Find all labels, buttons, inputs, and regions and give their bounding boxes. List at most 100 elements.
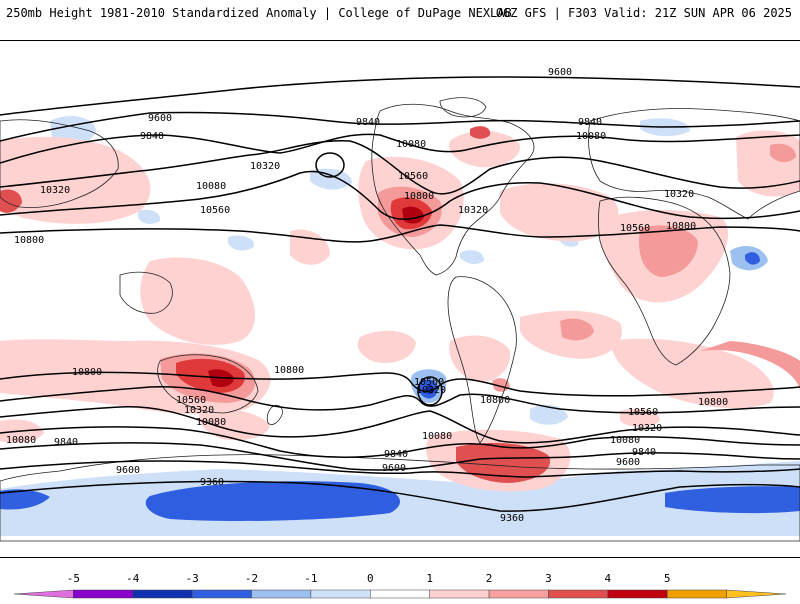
label-10080-south-east: 10080: [610, 435, 640, 446]
central-pacific-negative: [228, 235, 255, 251]
drake-passage-positive-mid: [456, 442, 551, 483]
south-america-positive: [449, 335, 511, 382]
southeast-negative: [665, 486, 800, 514]
contour-10320-south: [0, 406, 800, 444]
label-9840-south-east: 9840: [632, 447, 656, 458]
label-10560-south-east: 10560: [628, 407, 658, 418]
label-10320-west: 10320: [40, 185, 70, 196]
caribbean-negative: [460, 250, 485, 264]
map-panel: 9600 9600 9840 9840 9840 10080 10080 100…: [0, 40, 800, 558]
label-10800-south-east: 10800: [698, 397, 728, 408]
south-pacific-positive: [357, 330, 416, 363]
label-10320-us: 10320: [458, 205, 488, 216]
central-pacific-positive: [290, 229, 330, 265]
label-9600-south-middle: 9600: [382, 463, 406, 474]
indian-ocean-positive-mid: [700, 341, 800, 391]
label-10560-africa: 10560: [620, 223, 650, 234]
colorbar-segment: [191, 589, 252, 599]
label-10080-south-australia: 10080: [196, 417, 226, 428]
colorbar: -5 -4 -3 -2 -1 0 1 2 3 4 5: [0, 568, 800, 600]
label-9840-south-west: 9840: [54, 437, 78, 448]
label-10800-us: 10800: [404, 191, 434, 202]
colorbar-segment: [310, 589, 371, 599]
label-9600-north: 9600: [548, 67, 572, 78]
east-africa-negative-core: [745, 252, 760, 265]
contour-9360-south: [0, 480, 800, 512]
anomaly-map: 9600 9600 9840 9840 9840 10080 10080 100…: [0, 67, 800, 542]
label-9360-south-west: 9360: [200, 477, 224, 488]
australia-coastline: [157, 354, 259, 414]
colorbar-segment: [73, 589, 134, 599]
west-edge-positive: [0, 189, 22, 213]
colorbar-segment: [370, 589, 430, 599]
contour-labels: 9600 9600 9840 9840 9840 10080 10080 100…: [6, 67, 728, 524]
contour-9600-south: [0, 460, 800, 478]
label-10080-europe: 10080: [576, 131, 606, 142]
contour-10560-north: [0, 170, 800, 220]
height-contours: [0, 76, 800, 512]
label-10080-canada: 10080: [396, 139, 426, 150]
colorbar-segment: [13, 589, 74, 599]
west-pacific-negative: [138, 209, 161, 224]
contour-9840-south: [0, 442, 800, 471]
label-10320-south-pacific: 10320: [416, 385, 446, 396]
colorbar-tick-label: 0: [366, 572, 374, 585]
contour-9840-north: [0, 111, 800, 142]
colorbar-segment: [666, 589, 727, 599]
africa-coastline: [598, 196, 731, 366]
colorbar-tick-label: -3: [185, 572, 199, 585]
label-10080-pacific: 10080: [196, 181, 226, 192]
label-9840-pacific: 9840: [356, 117, 380, 128]
hudson-bay-positive: [449, 130, 521, 168]
label-10560-us: 10560: [398, 171, 428, 182]
atlantic-positive: [500, 183, 619, 242]
label-10560-south-pacific: 10560: [414, 377, 444, 388]
colorbar-segment: [488, 589, 549, 599]
model-run-info: 06Z GFS | F303 Valid: 21Z SUN APR 06 202…: [495, 6, 792, 20]
colorbar-segment: [132, 589, 193, 599]
colorbar-tick-label: -4: [126, 572, 140, 585]
contour-closed-low-south-pacific: [417, 376, 443, 406]
label-10320-south-east: 10320: [632, 423, 662, 434]
label-10320-asia: 10320: [664, 189, 694, 200]
tasman-positive: [199, 408, 270, 441]
chart-title: 250mb Height 1981-2010 Standardized Anom…: [6, 6, 512, 20]
colorbar-tick-label: 3: [545, 572, 552, 585]
colorbar-tick-label: -1: [304, 572, 318, 585]
label-9600-west: 9600: [148, 113, 172, 124]
contour-10080-south: [0, 426, 800, 458]
colorbar-segment: [726, 589, 787, 599]
west-edge-negative: [0, 489, 50, 510]
contour-9600-north: [0, 76, 800, 116]
south-atlantic-positive-mid: [560, 318, 594, 341]
label-10080-south-america: 10080: [422, 431, 452, 442]
new-zealand-coastline: [266, 405, 283, 425]
positive-anomaly-areas: [0, 126, 800, 492]
colorbar-segment: [429, 589, 490, 599]
label-10320-south-australia: 10320: [184, 405, 214, 416]
north-america-coastline: [371, 103, 535, 276]
colorbar-tick-label: -2: [244, 572, 259, 585]
antarctica-coastline: [0, 454, 800, 542]
label-9600-south-west: 9600: [116, 465, 140, 476]
label-9600-south-east: 9600: [616, 457, 640, 468]
label-10560-south-australia: 10560: [176, 395, 206, 406]
colorbar-tick-label: 5: [663, 572, 671, 585]
tropical-pacific-positive: [140, 257, 255, 345]
label-10320-pacific: 10320: [250, 161, 280, 172]
contour-10800-south: [0, 371, 800, 397]
antarctic-strong-negative: [145, 481, 400, 521]
contour-10080-north: [0, 133, 800, 164]
colorbar-graphic: [13, 589, 787, 599]
north-africa-positive-mid: [638, 225, 698, 277]
greenland-coastline: [439, 97, 487, 118]
contour-closed-low-pacific: [315, 152, 345, 178]
label-10080-south-west: 10080: [6, 435, 36, 446]
colorbar-tick-label: 1: [426, 572, 433, 585]
colorbar-tick-label: 4: [604, 572, 612, 585]
hudson-bay-core: [470, 126, 491, 139]
contour-10560-south: [0, 385, 800, 414]
northeast-asia-positive-mid: [770, 143, 796, 163]
label-10560-pacific: 10560: [200, 205, 230, 216]
label-10800-west: 10800: [14, 235, 44, 246]
